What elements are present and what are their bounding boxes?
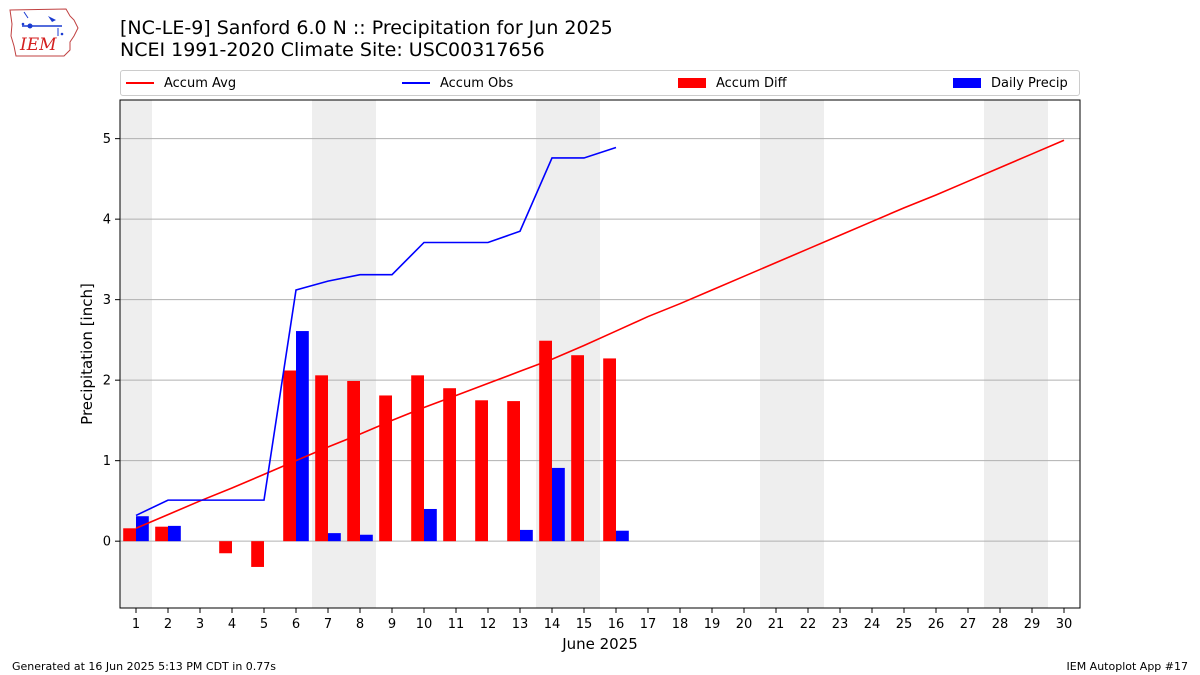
logo-text: IEM [19,35,57,55]
x-tick-label-2: 2 [164,617,172,632]
accum-diff-bar-day-2 [155,526,168,542]
legend-label-accum-diff: Accum Diff [716,75,787,91]
accum-diff-bar-day-14 [539,340,552,542]
y-tick-label-4: 4 [103,213,111,228]
x-tick-label-3: 3 [196,617,204,632]
x-tick-label-5: 5 [260,617,268,632]
x-tick-label-15: 15 [576,617,593,632]
legend-swatch-accum-diff [678,78,706,88]
legend: Accum Avg Accum Obs Accum Diff Daily Pre… [120,70,1080,96]
x-tick-label-24: 24 [864,617,881,632]
weekend-shade-day-29 [1016,100,1048,608]
x-tick-label-4: 4 [228,617,236,632]
weekend-shade-day-21 [760,100,792,608]
daily-precip-bar-day-1 [136,516,149,542]
daily-precip-bar-day-16 [616,530,629,542]
plot-frame [119,99,1081,609]
legend-label-accum-obs: Accum Obs [440,75,514,91]
accum-diff-bar-day-4 [219,541,232,554]
legend-item-daily-precip: Daily Precip [953,74,1068,92]
legend-item-accum-obs: Accum Obs [402,74,513,92]
accum-diff-bar-day-1 [123,528,136,542]
accum-diff-bar-day-6 [283,370,296,542]
x-tick-label-8: 8 [356,617,364,632]
x-axis-label: June 2025 [561,635,638,653]
iem-logo: IEM [8,6,80,58]
daily-precip-bar-day-13 [520,529,533,542]
y-axis-label: Precipitation [inch] [78,283,96,425]
x-tick-label-12: 12 [480,617,497,632]
daily-precip-bar-day-14 [552,467,565,542]
x-tick-label-27: 27 [960,617,977,632]
accum-diff-bar-day-13 [507,401,520,542]
x-tick-label-21: 21 [768,617,785,632]
y-tick-label-1: 1 [103,454,111,469]
accum-diff-bar-day-8 [347,380,360,542]
legend-swatch-accum-obs [402,82,430,84]
x-tick-label-9: 9 [388,617,396,632]
chart-title: [NC-LE-9] Sanford 6.0 N :: Precipitation… [120,17,613,39]
x-tick-label-11: 11 [448,617,465,632]
x-tick-label-19: 19 [704,617,721,632]
legend-item-accum-avg: Accum Avg [126,74,236,92]
accum-diff-bar-day-10 [411,375,424,542]
x-tick-label-18: 18 [672,617,689,632]
accum-avg-line [135,139,1065,530]
y-tick-label-5: 5 [103,132,111,147]
accum-diff-bar-day-12 [475,400,488,542]
daily-precip-bar-day-6 [296,331,309,542]
x-tick-label-25: 25 [896,617,913,632]
legend-swatch-daily-precip [953,78,981,88]
x-tick-label-13: 13 [512,617,529,632]
daily-precip-bar-day-8 [360,534,373,542]
y-tick-label-3: 3 [103,293,111,308]
accum-diff-bar-day-9 [379,395,392,542]
x-tick-label-6: 6 [292,617,300,632]
accum-diff-bar-day-16 [603,358,616,542]
footer-generated: Generated at 16 Jun 2025 5:13 PM CDT in … [12,660,277,673]
daily-precip-bar-day-10 [424,508,437,542]
daily-precip-bar-day-2 [168,525,181,542]
y-tick-label-2: 2 [103,374,111,389]
accum-diff-bar-day-5 [251,541,264,567]
x-tick-label-14: 14 [544,617,561,632]
x-tick-label-26: 26 [928,617,945,632]
footer-app: IEM Autoplot App #17 [1066,660,1189,673]
accum-diff-bar-day-15 [571,355,584,542]
y-tick-label-0: 0 [103,535,111,550]
accum-diff-bar-day-11 [443,388,456,542]
weekend-shade-day-22 [792,100,824,608]
weekend-shade-day-28 [984,100,1016,608]
x-tick-label-20: 20 [736,617,753,632]
x-tick-label-29: 29 [1024,617,1041,632]
daily-precip-bar-day-7 [328,533,341,542]
x-tick-label-30: 30 [1056,617,1073,632]
legend-swatch-accum-avg [126,82,154,84]
x-tick-label-23: 23 [832,617,849,632]
chart-subtitle: NCEI 1991-2020 Climate Site: USC00317656 [120,39,545,61]
legend-label-accum-avg: Accum Avg [164,75,237,91]
x-tick-label-22: 22 [800,617,817,632]
x-tick-label-1: 1 [132,617,140,632]
legend-item-accum-diff: Accum Diff [678,74,787,92]
x-tick-label-17: 17 [640,617,657,632]
accum-diff-bar-day-7 [315,375,328,542]
x-tick-label-28: 28 [992,617,1009,632]
accum-obs-line [135,146,617,517]
x-tick-label-10: 10 [416,617,433,632]
x-tick-label-7: 7 [324,617,332,632]
x-tick-label-16: 16 [608,617,625,632]
legend-label-daily-precip: Daily Precip [991,75,1068,91]
